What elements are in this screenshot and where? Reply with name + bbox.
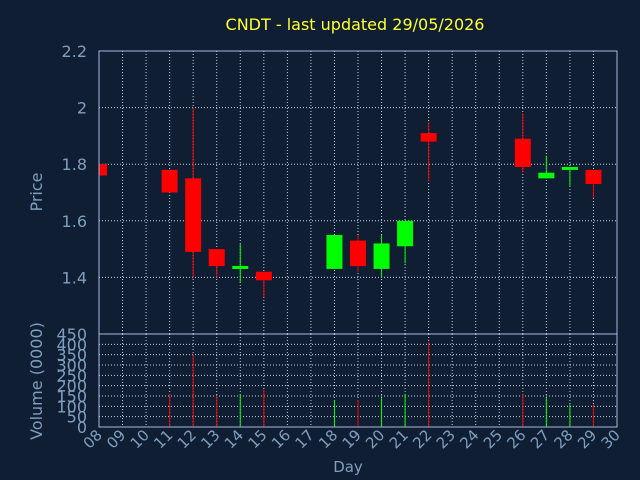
x-tick-label: 25	[480, 426, 506, 452]
candle-body	[561, 166, 578, 170]
volume-tick-label: 350	[56, 346, 87, 365]
candle-body	[185, 178, 202, 252]
candle-body	[397, 220, 414, 247]
x-tick-label: 21	[386, 426, 412, 452]
candle-body	[585, 169, 602, 185]
volume-panel-frame	[98, 333, 618, 428]
volume-bars	[169, 342, 594, 427]
x-tick-label: 09	[103, 426, 129, 452]
x-tick-label: 26	[503, 426, 529, 452]
volume-tick-label: 300	[56, 356, 87, 375]
volume-tick-label: 100	[56, 397, 87, 416]
x-tick-label: 18	[315, 426, 341, 452]
volume-tick-label: 400	[56, 335, 87, 354]
volume-tick-label: 150	[56, 387, 87, 406]
x-tick-label: 14	[221, 426, 247, 452]
candle-body	[538, 172, 555, 179]
x-ticks: 0809101112131415161718192021222324252627…	[80, 426, 624, 452]
x-tick-label: 11	[150, 426, 176, 452]
price-tick-label: 2	[77, 99, 87, 118]
candle-body	[350, 240, 366, 267]
volume-axis-label: Volume (0000)	[27, 322, 46, 440]
price-tick-label: 2.2	[62, 42, 87, 61]
x-tick-label: 29	[574, 426, 600, 452]
volume-tick-label: 450	[56, 325, 87, 344]
x-tick-label: 23	[433, 426, 459, 452]
x-tick-label: 20	[362, 426, 388, 452]
candle-body	[99, 164, 107, 176]
volume-tick-label: 200	[56, 377, 87, 396]
candle-body	[161, 169, 178, 193]
x-tick-label: 15	[244, 426, 270, 452]
price-axis-label: Price	[27, 172, 46, 211]
x-tick-label: 19	[339, 426, 365, 452]
price-candles	[98, 107, 602, 298]
price-tick-label: 1.8	[62, 155, 87, 174]
price-tick-label: 1.4	[62, 268, 87, 287]
candle-body	[255, 271, 272, 281]
candle-body	[232, 265, 249, 269]
chart-title: CNDT - last updated 29/05/2026	[226, 15, 485, 34]
x-tick-label: 17	[292, 426, 318, 452]
x-tick-label: 27	[527, 426, 553, 452]
x-tick-label: 24	[456, 426, 482, 452]
x-axis-label: Day	[333, 458, 363, 476]
price-ticks: 1.4 1.6 1.8 2 2.2	[62, 42, 87, 287]
x-tick-label: 22	[409, 426, 435, 452]
x-tick-label: 30	[598, 426, 624, 452]
candle-body	[208, 249, 225, 267]
candle-body	[326, 234, 343, 269]
x-tick-label: 28	[551, 426, 577, 452]
x-tick-label: 12	[174, 426, 200, 452]
x-tick-label: 10	[127, 426, 153, 452]
price-tick-label: 1.6	[62, 212, 87, 231]
candle-body	[420, 133, 437, 142]
x-tick-label: 16	[268, 426, 294, 452]
volume-tick-label: 50	[67, 408, 87, 427]
x-tick-label: 13	[197, 426, 223, 452]
volume-tick-label: 250	[56, 366, 87, 385]
candle-body	[514, 138, 531, 168]
candle-body	[373, 243, 390, 269]
volume-tick-label: 0	[77, 418, 87, 437]
